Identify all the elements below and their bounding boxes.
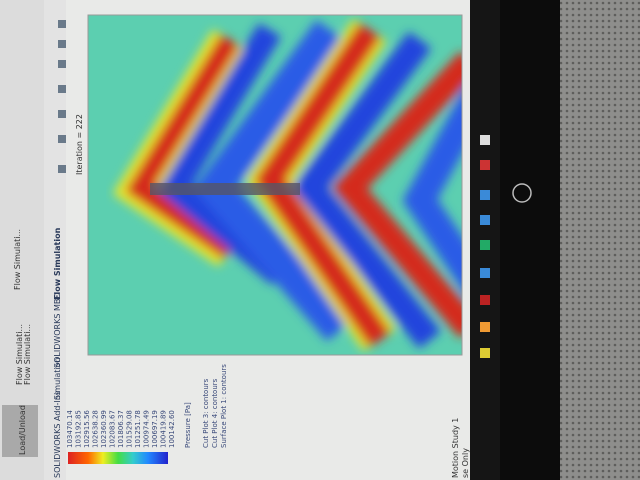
legend-value: 100697.19 xyxy=(151,410,159,448)
ribbon-tab[interactable]: SOLIDWORKS Add-Ins xyxy=(53,391,62,478)
plot-list-item: Cut Plot 3: contours xyxy=(202,378,210,448)
legend-value: 101251.78 xyxy=(134,410,142,448)
legend-title: Pressure [Pa] xyxy=(184,402,192,448)
legend-value: 103192.85 xyxy=(75,410,83,448)
toolbar-button-label[interactable]: Load/Unload xyxy=(18,405,27,455)
legend-value: 102638.28 xyxy=(92,410,100,448)
taskbar-icons xyxy=(480,135,490,358)
status-mode: se Only xyxy=(461,448,470,478)
legend-value: 100142.60 xyxy=(168,410,176,448)
hp-logo xyxy=(512,183,532,203)
speaker-grille xyxy=(560,0,640,480)
viewport-frame xyxy=(87,14,463,356)
ribbon-tab[interactable]: SOLIDWORKS MBD xyxy=(53,292,62,368)
tab-strip xyxy=(44,0,66,480)
toolbar-button-label[interactable]: Flow Simulati... xyxy=(13,229,22,290)
plot-list-item: Cut Plot 4: contours xyxy=(211,378,219,448)
legend-value: 100974.49 xyxy=(143,410,151,448)
legend-value: 101806.37 xyxy=(117,410,125,448)
ribbon-tab[interactable]: Flow Simulation xyxy=(53,227,62,300)
legend-value: 102915.56 xyxy=(83,410,91,448)
legend-value: 103470.14 xyxy=(66,410,74,448)
ribbon-tab[interactable]: Simulation xyxy=(53,357,62,400)
legend-value: 102360.99 xyxy=(100,410,108,448)
toolbar-button-label[interactable]: Flow Simulati... xyxy=(23,324,32,385)
legend-value: 101529.08 xyxy=(126,410,134,448)
monitor-bezel xyxy=(500,0,560,480)
model xyxy=(150,183,300,195)
legend-value: 100419.89 xyxy=(160,410,168,448)
iteration-label: Iteration = 222 xyxy=(75,114,84,175)
view-toolbar xyxy=(58,20,66,173)
toolbar-button-label[interactable]: Flow Simulati... xyxy=(15,324,24,385)
contour-plot xyxy=(88,15,462,355)
status-study: Motion Study 1 xyxy=(451,418,460,478)
load-unload-button[interactable] xyxy=(2,405,38,457)
legend-value: 102083.67 xyxy=(109,410,117,448)
command-manager xyxy=(0,0,44,480)
colorbar xyxy=(68,452,168,464)
plot-list-item: Surface Plot 1: contours xyxy=(220,364,228,448)
